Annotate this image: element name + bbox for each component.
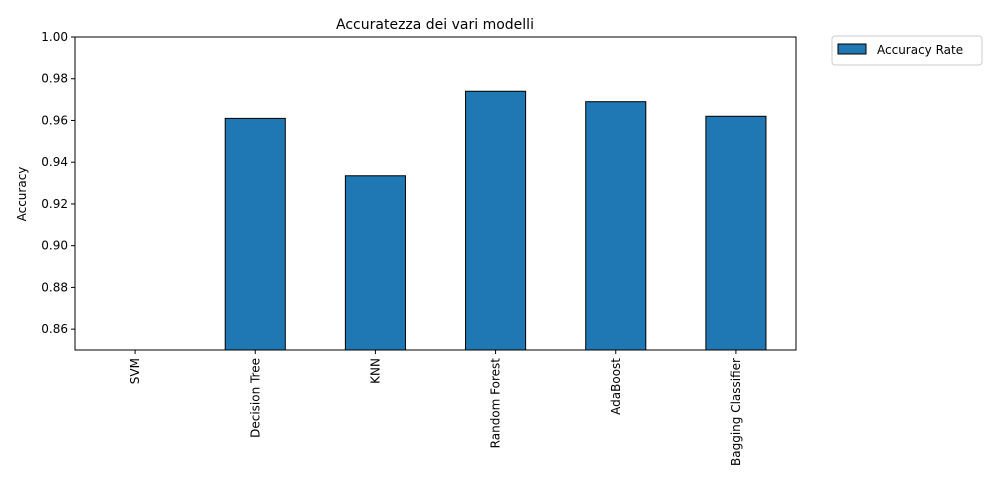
legend: Accuracy Rate <box>831 35 983 66</box>
plot-frame <box>74 36 797 351</box>
bar-adaboost <box>585 101 647 351</box>
y-tick-label: 0.90 <box>41 239 68 253</box>
y-tick-label: 0.94 <box>41 155 68 169</box>
x-tick-label: KNN <box>368 358 382 384</box>
x-axis-ticks: SVM Decision Tree KNN Random Forest AdaBoost… <box>128 350 743 466</box>
x-tick-label: AdaBoost <box>609 358 623 415</box>
y-tick-label: 0.92 <box>41 197 68 211</box>
y-axis-ticks: 0.86 0.88 0.90 0.92 0.94 0.96 0.98 1.00 <box>41 30 75 336</box>
x-tick-label: SVM <box>128 358 142 384</box>
y-tick-label: 0.86 <box>41 322 68 336</box>
bars-group <box>224 90 767 351</box>
bar-random-forest <box>465 90 527 351</box>
y-tick-label: 0.96 <box>41 113 68 127</box>
bar-decision-tree <box>224 117 286 351</box>
legend-swatch <box>837 43 867 55</box>
y-tick-label: 1.00 <box>41 30 68 44</box>
y-tick-label: 0.98 <box>41 72 68 86</box>
x-tick-label: Random Forest <box>489 358 503 449</box>
x-tick-label: Bagging Classifier <box>729 358 743 466</box>
x-tick-label: Decision Tree <box>248 358 262 438</box>
bar-bagging-classifier <box>705 115 767 351</box>
legend-box <box>831 35 983 66</box>
y-axis-label: Accuracy <box>15 167 29 222</box>
bar-knn <box>344 175 406 351</box>
legend-label: Accuracy Rate <box>877 43 963 57</box>
chart-title: Accuratezza dei vari modelli <box>336 17 534 33</box>
y-tick-label: 0.88 <box>41 280 68 294</box>
